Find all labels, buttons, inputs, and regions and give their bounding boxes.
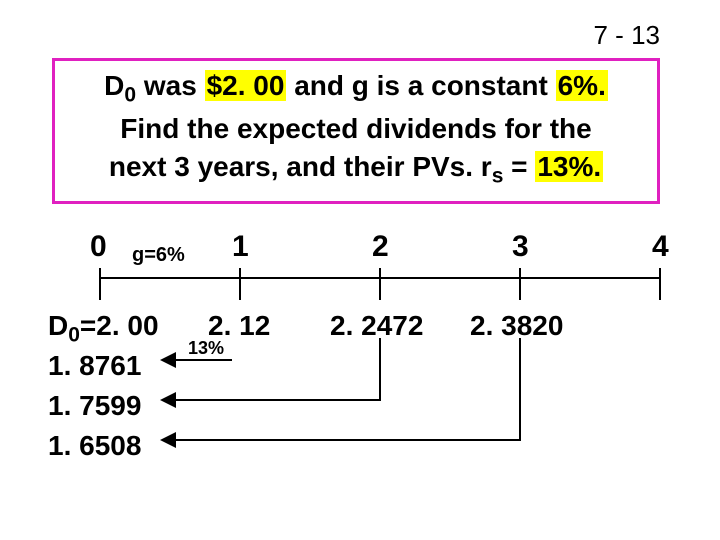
hl-rs: 13%. [535, 151, 603, 182]
t-line2: Find the expected dividends for the [120, 113, 591, 144]
rs-sub: s [492, 164, 504, 187]
hl-g: 6%. [556, 70, 608, 101]
t-line3a: next 3 years, and their PVs. r [109, 151, 492, 182]
hl-d0val: $2. 00 [205, 70, 287, 101]
timeline-area: 0 g=6% 1 2 3 4 D0=2. 00 2. 12 2. 2472 2.… [40, 230, 680, 510]
d0-symbol: D [104, 70, 124, 101]
t-pre1: was [136, 70, 204, 101]
page-number: 7 - 13 [594, 20, 661, 51]
t-mid1: and g is a constant [286, 70, 555, 101]
problem-box: D0 was $2. 00 and g is a constant 6%. Fi… [52, 58, 660, 204]
timeline-svg [40, 230, 680, 510]
t-line3b: = [503, 151, 535, 182]
problem-text: D0 was $2. 00 and g is a constant 6%. Fi… [69, 67, 643, 191]
d0-sub: 0 [124, 84, 136, 107]
